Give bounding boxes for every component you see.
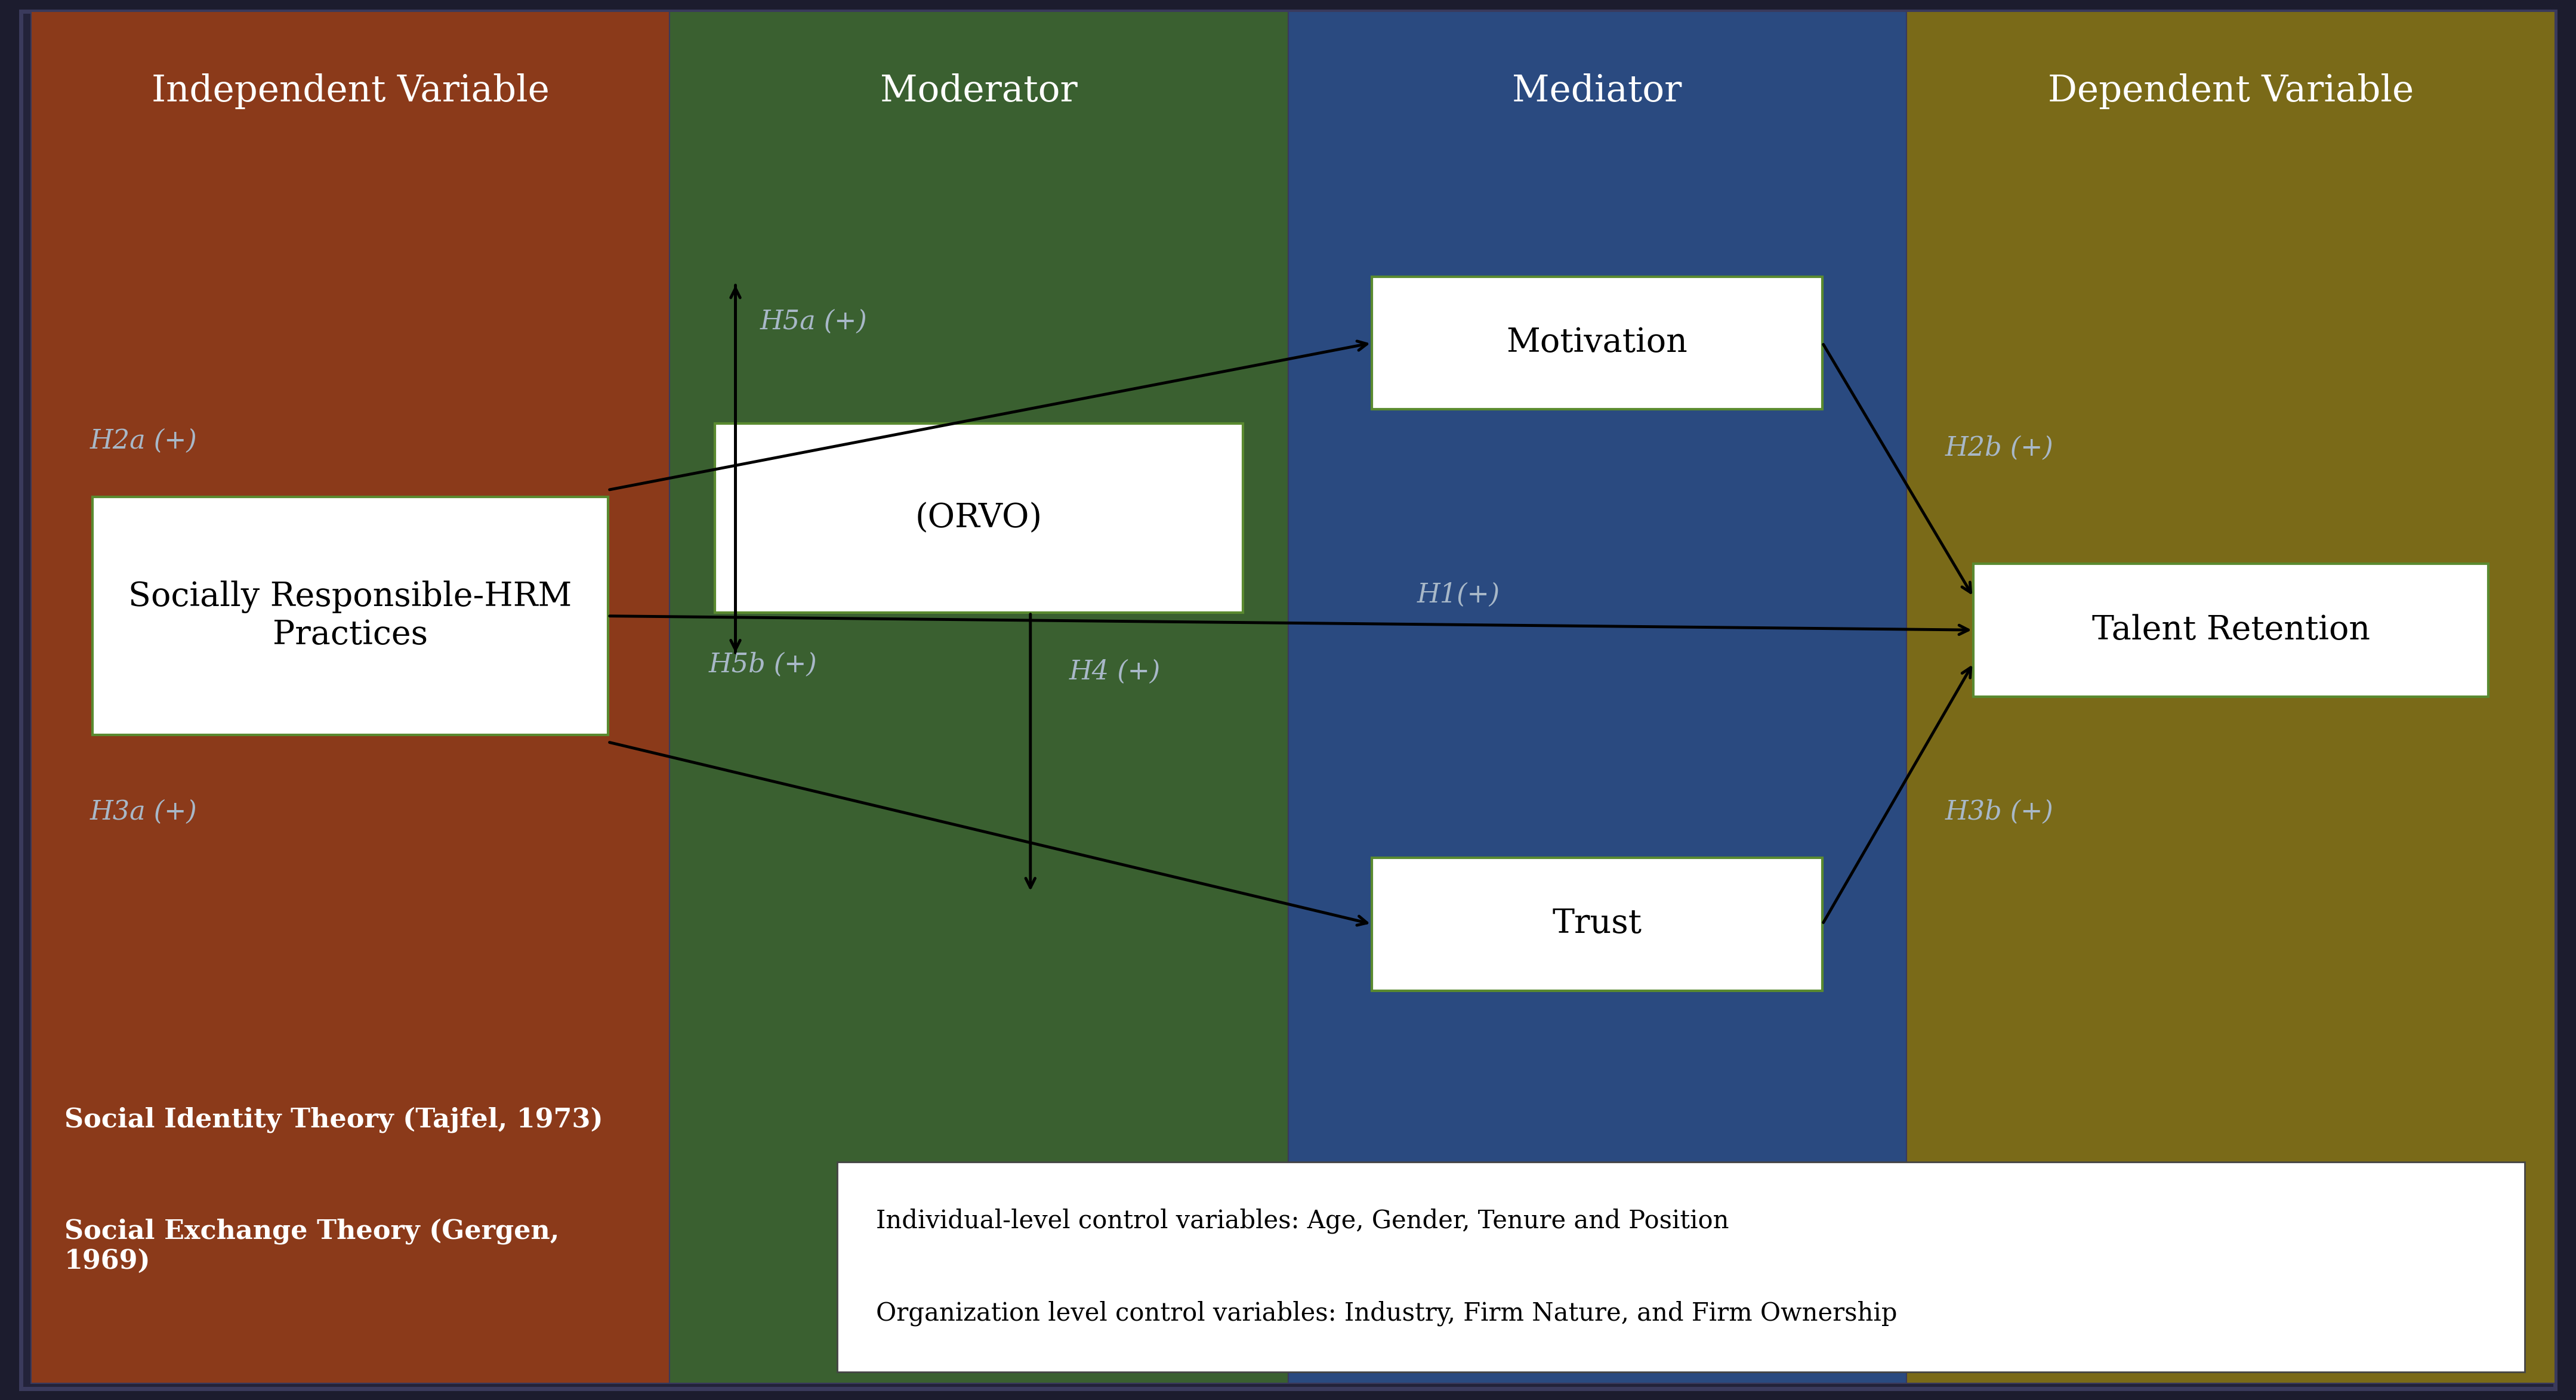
FancyBboxPatch shape [31, 11, 670, 1383]
FancyArrowPatch shape [611, 742, 1368, 925]
Text: (ORVO): (ORVO) [914, 501, 1043, 535]
Text: H3b (+): H3b (+) [1945, 799, 2053, 825]
Text: Talent Retention: Talent Retention [2092, 613, 2370, 647]
FancyBboxPatch shape [837, 1162, 2524, 1372]
Text: H5a (+): H5a (+) [760, 309, 868, 335]
FancyArrowPatch shape [732, 288, 739, 652]
Text: Independent Variable: Independent Variable [152, 73, 549, 109]
FancyBboxPatch shape [21, 11, 2555, 1389]
Text: H2a (+): H2a (+) [90, 428, 198, 454]
FancyBboxPatch shape [670, 11, 1288, 1383]
FancyArrowPatch shape [732, 286, 739, 650]
Text: Social Identity Theory (Tajfel, 1973): Social Identity Theory (Tajfel, 1973) [64, 1107, 603, 1133]
FancyArrowPatch shape [1824, 668, 1971, 923]
FancyBboxPatch shape [1373, 857, 1824, 991]
Text: Dependent Variable: Dependent Variable [2048, 73, 2414, 109]
FancyBboxPatch shape [1288, 11, 1906, 1383]
Text: H5b (+): H5b (+) [708, 652, 817, 678]
Text: Organization level control variables: Industry, Firm Nature, and Firm Ownership: Organization level control variables: In… [876, 1301, 1896, 1326]
Text: Individual-level control variables: Age, Gender, Tenure and Position: Individual-level control variables: Age,… [876, 1208, 1728, 1233]
Text: Trust: Trust [1553, 907, 1641, 941]
FancyBboxPatch shape [714, 423, 1242, 613]
Text: Mediator: Mediator [1512, 73, 1682, 109]
FancyArrowPatch shape [1824, 344, 1971, 592]
Text: Social Exchange Theory (Gergen,
1969): Social Exchange Theory (Gergen, 1969) [64, 1218, 559, 1274]
FancyBboxPatch shape [1373, 277, 1824, 410]
FancyArrowPatch shape [1025, 615, 1036, 888]
FancyArrowPatch shape [611, 342, 1368, 490]
Text: H1(+): H1(+) [1417, 582, 1499, 608]
Text: Socially Responsible-HRM
Practices: Socially Responsible-HRM Practices [129, 581, 572, 651]
FancyArrowPatch shape [611, 616, 1968, 634]
Text: H4 (+): H4 (+) [1069, 659, 1159, 685]
Text: Moderator: Moderator [881, 73, 1077, 109]
FancyBboxPatch shape [93, 497, 608, 735]
FancyBboxPatch shape [1906, 11, 2555, 1383]
Text: H2b (+): H2b (+) [1945, 435, 2053, 461]
Text: H3a (+): H3a (+) [90, 799, 198, 825]
Text: Motivation: Motivation [1507, 326, 1687, 360]
FancyBboxPatch shape [1973, 564, 2488, 697]
